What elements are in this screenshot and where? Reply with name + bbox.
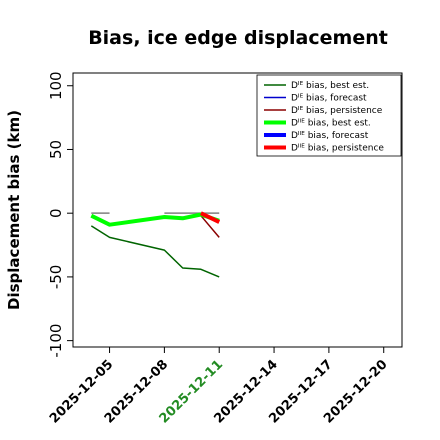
series-line-3 — [90, 212, 220, 227]
y-tick-label: 50 — [47, 140, 65, 159]
series-line-5 — [200, 211, 221, 224]
chart-title: Bias, ice edge displacement — [88, 27, 388, 49]
legend-label-5: Dᴵᴵᴱ bias, persistence — [291, 144, 384, 154]
y-axis-label: Displacement bias (km) — [5, 110, 23, 310]
legend-label-0: Dᴵᴱ bias, best est. — [291, 81, 369, 91]
y-tick-label: 100 — [47, 71, 65, 100]
plot-frame — [72, 72, 403, 348]
y-tick-label: 0 — [47, 208, 65, 218]
series-line-0 — [90, 225, 220, 278]
legend-box — [256, 74, 402, 157]
legend-label-2: Dᴵᴱ bias, persistence — [291, 106, 383, 116]
legend-label-1: Dᴵᴱ bias, forecast — [291, 94, 367, 104]
legend: Dᴵᴱ bias, best est. Dᴵᴱ bias, forecast Dᴵᴱ… — [256, 74, 402, 157]
legend-label-3: Dᴵᴵᴱ bias, best est. — [291, 119, 371, 129]
y-tick-label: -50 — [47, 265, 65, 290]
legend-label-4: Dᴵᴵᴱ bias, forecast — [291, 131, 369, 141]
series-line-2 — [200, 215, 220, 238]
y-tick-label: -100 — [47, 324, 65, 358]
